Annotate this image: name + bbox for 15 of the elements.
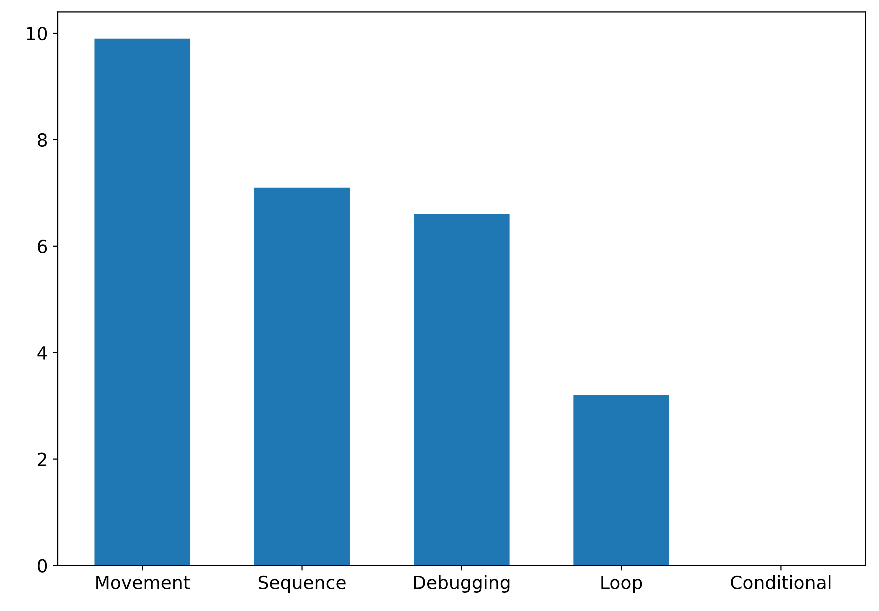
y-tick-label: 8	[38, 133, 48, 148]
y-tick-label: 10	[27, 26, 48, 41]
bar	[94, 38, 191, 566]
bar	[574, 395, 670, 566]
x-tick-label: Movement	[96, 576, 190, 590]
y-tick-label: 6	[38, 240, 48, 254]
y-tick-label: 0	[38, 559, 48, 573]
bar	[414, 214, 510, 566]
y-tick-label: 4	[38, 346, 48, 360]
x-tick-label: Sequence	[258, 576, 346, 593]
bar	[254, 188, 350, 566]
x-tick-label: Loop	[602, 576, 642, 593]
y-tick-label: 2	[38, 452, 46, 466]
x-tick-label: Debugging	[414, 576, 510, 593]
x-tick-label: Conditional	[731, 576, 831, 590]
